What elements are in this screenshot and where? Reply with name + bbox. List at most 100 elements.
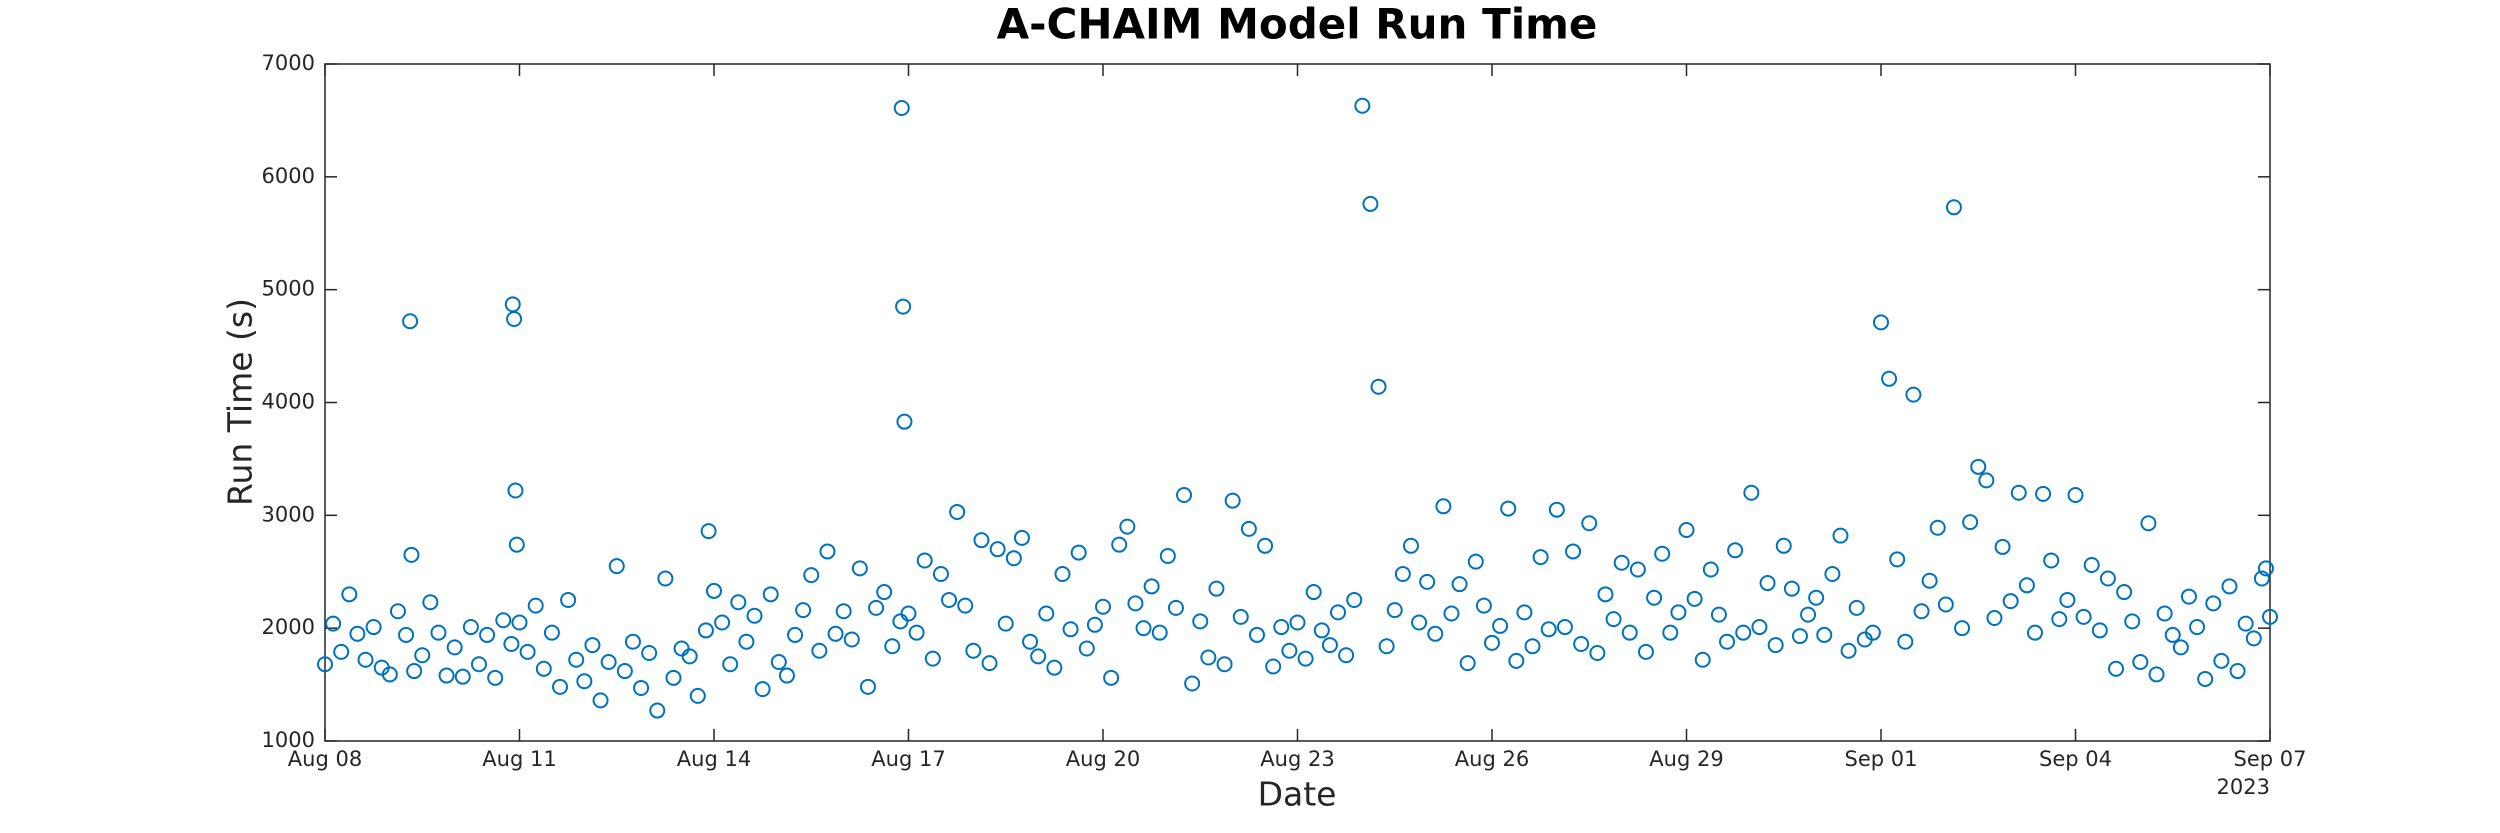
point: [1224, 492, 1241, 509]
point: [1159, 547, 1176, 564]
point: [738, 633, 755, 650]
point: [1095, 598, 1111, 615]
point: [616, 663, 633, 680]
x-tick-label: Sep 07: [2234, 747, 2307, 771]
point: [1897, 633, 1914, 650]
point: [884, 638, 901, 655]
point: [1702, 561, 1719, 578]
point: [1062, 621, 1079, 638]
point: [508, 536, 525, 553]
point: [414, 647, 431, 664]
point: [1905, 386, 1922, 403]
point: [504, 296, 521, 313]
point: [2229, 663, 2246, 680]
point: [552, 678, 569, 695]
point: [1443, 605, 1460, 622]
point: [349, 625, 366, 642]
point: [2253, 570, 2270, 587]
point: [1694, 651, 1711, 668]
point: [1719, 633, 1736, 650]
point: [1678, 522, 1695, 539]
point: [1500, 500, 1517, 517]
point: [600, 654, 617, 671]
y-tick-label: 6000: [262, 164, 315, 188]
point: [1654, 545, 1671, 562]
y-tick-label: 5000: [262, 277, 315, 301]
point: [1265, 658, 1282, 675]
point: [916, 552, 933, 569]
point: [1200, 649, 1217, 666]
point: [2010, 484, 2027, 501]
point: [1192, 613, 1209, 630]
point: [706, 582, 722, 599]
point: [2075, 608, 2092, 625]
point: [965, 642, 982, 659]
point: [819, 543, 836, 560]
point: [454, 668, 471, 685]
x-tick-label: Sep 04: [2039, 747, 2112, 771]
point: [949, 503, 966, 520]
point: [479, 626, 496, 643]
point: [1411, 614, 1428, 631]
point: [2257, 560, 2274, 577]
point: [2221, 578, 2238, 595]
point: [1913, 603, 1930, 620]
point: [402, 313, 419, 330]
point: [997, 615, 1014, 632]
point: [754, 681, 771, 698]
x-tick-label: Aug 26: [1455, 747, 1529, 771]
point: [1321, 637, 1338, 654]
point: [1378, 638, 1395, 655]
point: [1135, 620, 1152, 637]
x-year-label: 2023: [2217, 775, 2270, 799]
point: [2083, 556, 2100, 573]
point: [1386, 602, 1403, 619]
point: [446, 639, 463, 656]
point: [519, 643, 536, 660]
point: [503, 635, 520, 652]
point: [1492, 617, 1509, 634]
point: [835, 603, 852, 620]
point: [495, 612, 512, 629]
plot-area: [324, 63, 2271, 742]
point: [843, 631, 860, 648]
point: [624, 633, 641, 650]
point: [430, 624, 447, 641]
point: [560, 591, 577, 608]
point: [325, 615, 342, 632]
point: [527, 597, 544, 614]
point: [1484, 634, 1500, 651]
point: [2213, 652, 2230, 669]
point: [1070, 544, 1087, 561]
y-tick-label: 7000: [262, 51, 315, 75]
point: [1013, 529, 1030, 546]
point: [2189, 619, 2206, 636]
point: [1751, 619, 1768, 636]
point: [1086, 616, 1103, 633]
point: [1143, 578, 1160, 595]
point: [1330, 604, 1347, 621]
y-tick-label: 2000: [262, 615, 315, 639]
point: [1248, 626, 1265, 643]
point: [584, 637, 601, 654]
point: [641, 644, 658, 661]
point: [1727, 542, 1744, 559]
point: [422, 594, 439, 611]
point: [1046, 659, 1063, 676]
point: [1240, 520, 1257, 537]
point: [1427, 625, 1444, 642]
point: [787, 626, 804, 643]
point: [438, 667, 455, 684]
point: [1338, 647, 1355, 664]
point: [1078, 640, 1095, 657]
point: [1402, 537, 1419, 554]
point: [1597, 586, 1614, 603]
point: [1848, 599, 1865, 616]
point: [1054, 566, 1071, 583]
point: [859, 678, 876, 695]
point: [1208, 580, 1225, 597]
point: [1970, 458, 1987, 475]
x-tick-label: Aug 23: [1260, 747, 1334, 771]
point: [665, 669, 682, 686]
point: [2140, 515, 2157, 532]
